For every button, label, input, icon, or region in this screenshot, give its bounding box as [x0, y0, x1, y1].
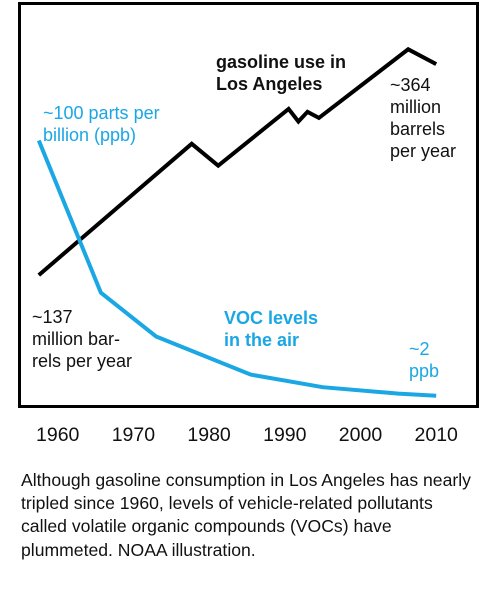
annotation-line: ~100 parts per — [43, 103, 160, 123]
annotation-line: ~2 — [409, 339, 430, 359]
annotation-line: ppb — [409, 361, 440, 382]
voc-start-annotation: ~100 parts per billion (ppb) — [43, 102, 160, 146]
plot-frame — [18, 2, 479, 408]
x-tick-label: 1980 — [187, 424, 231, 446]
annotation-line: rels per year — [32, 351, 133, 372]
x-tick-label: 1990 — [263, 424, 307, 446]
annotation-line: ~137 — [32, 307, 73, 327]
x-tick-label: 1960 — [36, 424, 80, 446]
gasoline-series-label-line: gasoline use in — [216, 52, 347, 72]
x-tick-label: 2000 — [339, 424, 383, 446]
gasoline-use-line — [37, 46, 438, 277]
gasoline-series-label: gasoline use in Los Angeles — [216, 51, 346, 95]
figure-caption: Although gasoline consumption in Los Ang… — [21, 470, 471, 560]
x-tick-label: 2010 — [415, 424, 459, 446]
voc-series-label-line: in the air — [224, 330, 300, 351]
voc-end-annotation: ~2 ppb — [409, 338, 439, 382]
gasoline-series-label-line: Los Angeles — [216, 74, 323, 95]
annotation-line: per year — [390, 141, 457, 162]
annotation-line: barrels — [390, 119, 446, 140]
x-tick-label: 1970 — [112, 424, 156, 446]
annotation-line: ~364 — [390, 75, 431, 95]
annotation-line: million bar- — [32, 329, 121, 350]
annotation-line: billion (ppb) — [43, 125, 137, 146]
voc-levels-line — [36, 139, 437, 398]
chart: 1960 1970 1980 1990 2000 2010 — [18, 2, 479, 446]
annotation-line: million — [390, 97, 442, 118]
gasoline-start-annotation: ~137 million bar- rels per year — [32, 306, 132, 372]
voc-series-label-line: VOC levels — [224, 308, 319, 328]
voc-series-label: VOC levels in the air — [224, 307, 318, 351]
gasoline-end-annotation: ~364 million barrels per year — [390, 74, 456, 163]
